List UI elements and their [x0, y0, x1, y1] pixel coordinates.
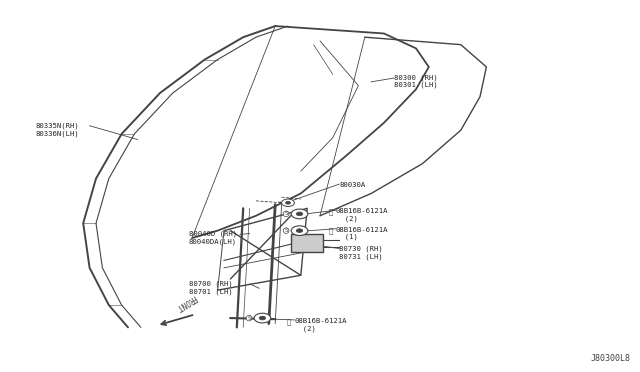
Text: Ⓝ: Ⓝ: [328, 227, 333, 234]
Text: S: S: [284, 211, 288, 217]
Circle shape: [285, 201, 291, 204]
Bar: [291, 234, 323, 252]
Circle shape: [291, 226, 308, 235]
Text: 08B16B-6121A
  (2): 08B16B-6121A (2): [336, 208, 388, 222]
Text: 08B16B-6121A
  (1): 08B16B-6121A (1): [336, 227, 388, 240]
Text: 80700 (RH)
80701 (LH): 80700 (RH) 80701 (LH): [189, 281, 232, 295]
Circle shape: [296, 212, 303, 216]
Text: 80335N(RH)
80336N(LH): 80335N(RH) 80336N(LH): [35, 123, 79, 137]
Circle shape: [296, 229, 303, 232]
Text: S: S: [284, 228, 288, 233]
Text: 80040D (RH)
80040DA(LH): 80040D (RH) 80040DA(LH): [189, 231, 237, 245]
Circle shape: [259, 316, 266, 320]
Text: 08B16B-6121A
  (2): 08B16B-6121A (2): [294, 318, 347, 331]
Circle shape: [291, 209, 308, 219]
Text: S: S: [247, 315, 251, 321]
Text: 80030A: 80030A: [339, 182, 365, 188]
Circle shape: [254, 313, 271, 323]
Circle shape: [282, 199, 294, 206]
Text: 80300 (RH)
80301 (LH): 80300 (RH) 80301 (LH): [394, 74, 437, 89]
Text: Ⓝ: Ⓝ: [328, 208, 333, 215]
Text: J80300L8: J80300L8: [590, 354, 630, 363]
Text: FRONT: FRONT: [173, 293, 198, 312]
Text: 80730 (RH)
80731 (LH): 80730 (RH) 80731 (LH): [339, 246, 383, 260]
Text: Ⓝ: Ⓝ: [287, 318, 291, 325]
